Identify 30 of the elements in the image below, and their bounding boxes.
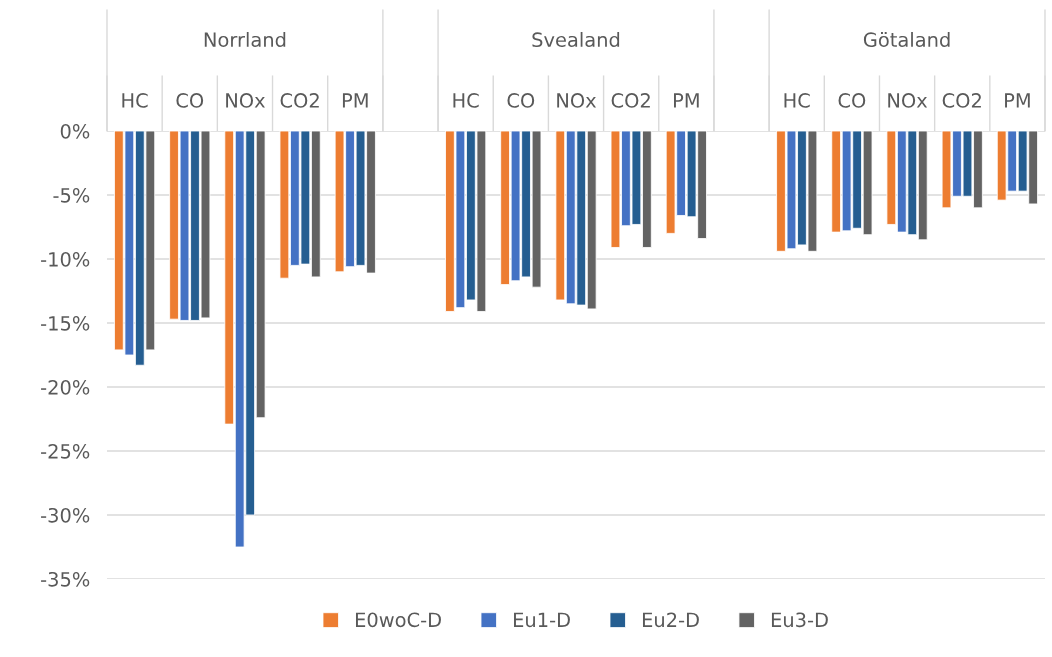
- text: Norrland: [204, 31, 286, 48]
- x-tick-label: CO2: [942, 93, 981, 108]
- x-tick-label: CO: [507, 93, 535, 108]
- text: Götaland: [863, 31, 950, 48]
- x-tick-label: NOx: [888, 93, 928, 108]
- x-tick-label: HC: [453, 93, 479, 108]
- y-tick-label: -35%: [41, 571, 90, 587]
- text: Svealand: [532, 31, 620, 48]
- legend-label: E0woC-D: [356, 612, 441, 628]
- y-tick-label: -10%: [41, 251, 90, 267]
- x-tick-label: CO: [176, 93, 204, 108]
- y-tick-label: -15%: [41, 315, 90, 331]
- legend-label: Eu1-D: [514, 612, 570, 628]
- y-tick-label: -25%: [41, 443, 90, 459]
- x-tick-label: HC: [122, 93, 148, 108]
- x-tick-label: CO: [838, 93, 866, 108]
- legend-label: Eu2-D: [642, 612, 699, 628]
- y-tick-label: 0%: [60, 123, 90, 139]
- x-tick-label: PM: [342, 93, 368, 108]
- x-tick-label: PM: [674, 93, 699, 108]
- x-tick-label: NOx: [226, 93, 265, 108]
- y-tick-label: -5%: [53, 187, 90, 203]
- y-tick-label: -30%: [41, 507, 90, 523]
- x-tick-label: HC: [784, 93, 810, 108]
- x-tick-label: CO2: [611, 93, 650, 108]
- x-tick-label: NOx: [557, 93, 597, 108]
- x-tick-label: PM: [1005, 93, 1030, 108]
- legend-label: Eu3-D: [771, 612, 828, 628]
- y-tick-label: -20%: [41, 379, 90, 395]
- x-tick-label: CO2: [280, 93, 319, 108]
